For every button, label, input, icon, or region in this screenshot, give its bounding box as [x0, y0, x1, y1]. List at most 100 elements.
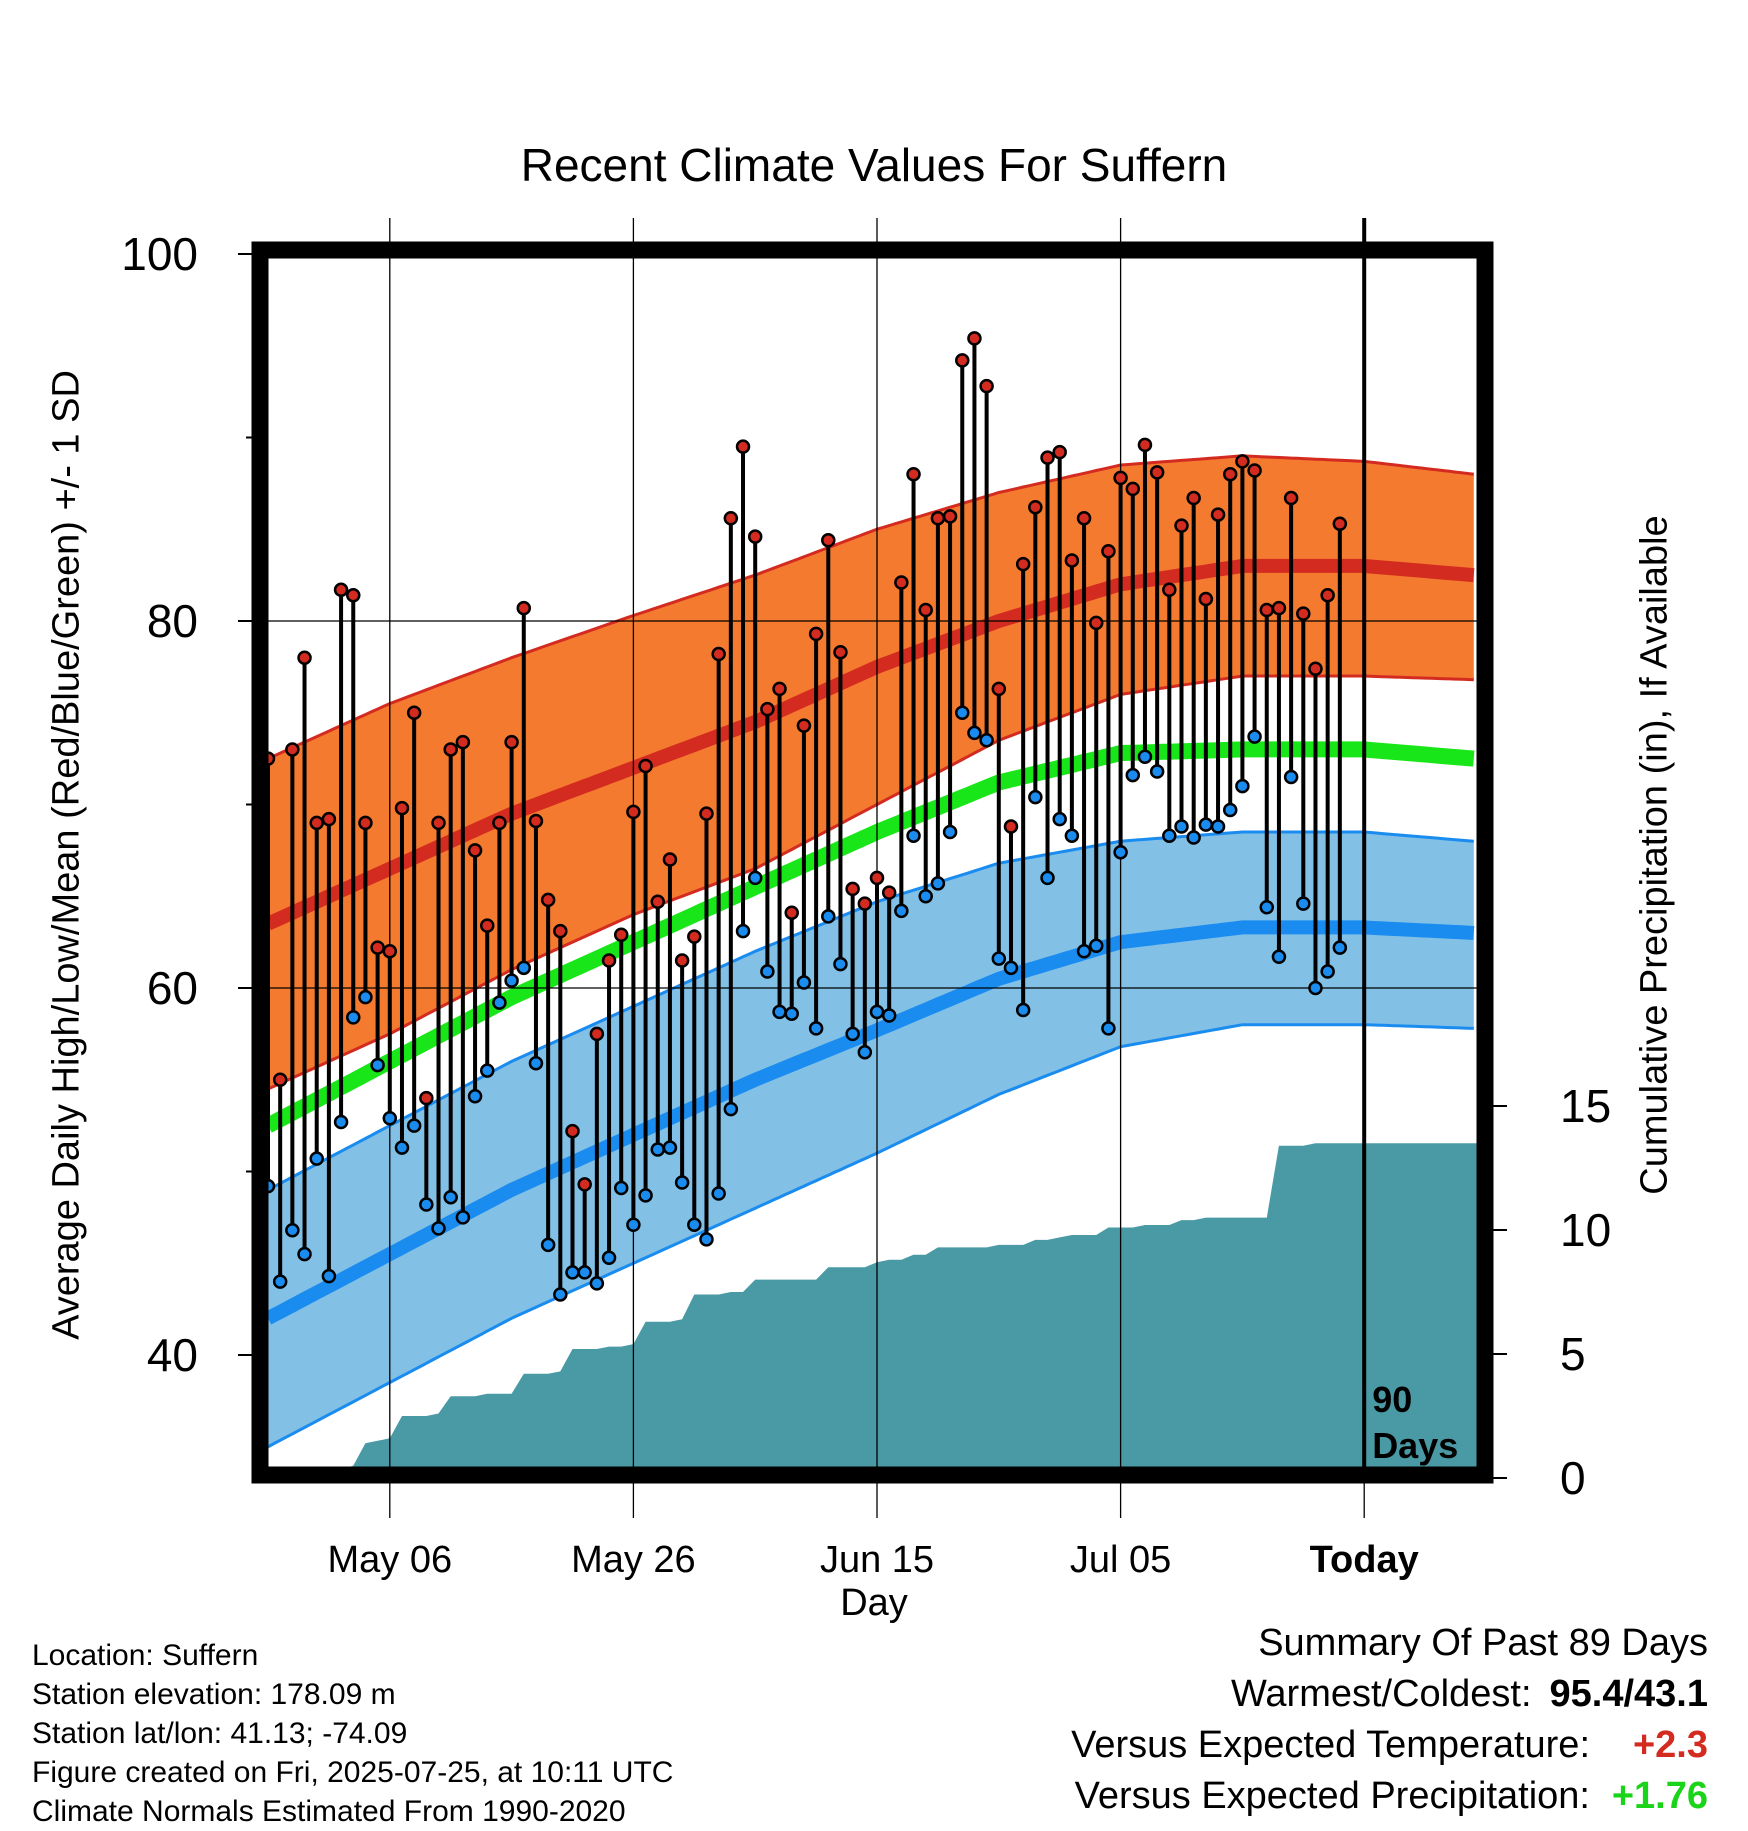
daily-low-point: [674, 1175, 690, 1190]
high-lower-edge: [267, 674, 1474, 1091]
daily-low-point: [1210, 819, 1226, 834]
daily-high-point: [1064, 553, 1080, 568]
daily-high-point: [1088, 615, 1104, 631]
daily-high-point: [955, 353, 970, 368]
y2-tick-label: 10: [1560, 1204, 1611, 1256]
daily-high-point: [857, 896, 873, 911]
daily-low-point: [382, 1111, 398, 1126]
station-info: Location: Suffern Station elevation: 178…: [32, 1636, 673, 1831]
daily-low-point: [918, 889, 933, 904]
daily-high-point: [869, 870, 885, 886]
daily-high-point: [479, 918, 495, 933]
daily-high-point: [528, 813, 544, 829]
daily-high-point: [285, 742, 300, 757]
high-normal-line: [265, 558, 1475, 931]
precip-value: +1.76: [1611, 1775, 1708, 1817]
daily-high-point: [723, 510, 739, 526]
daily-high-point: [735, 439, 751, 454]
daily-high-point: [1198, 591, 1214, 607]
temp-label: Versus Expected Temperature:: [1071, 1724, 1590, 1766]
daily-low-point: [272, 1274, 288, 1289]
info-elevation: Station elevation: 178.09 m: [32, 1678, 396, 1711]
precip-area: [268, 1143, 1478, 1478]
daily-low-point: [613, 1180, 629, 1196]
daily-low-point: [1088, 938, 1104, 954]
daily-low-point: [991, 951, 1007, 966]
daily-low-point: [845, 1026, 860, 1042]
daily-low-point: [455, 1210, 471, 1225]
daily-low-point: [772, 1004, 787, 1020]
daily-high-point: [991, 681, 1007, 697]
daily-low-point: [906, 828, 921, 843]
daily-high-point: [1296, 606, 1311, 621]
summary-warm-cold: Warmest/Coldest: 95.4/43.1: [1071, 1669, 1708, 1720]
daily-low-point: [1174, 819, 1189, 834]
daily-high-point: [370, 940, 385, 955]
daily-low-point: [979, 733, 994, 748]
daily-high-point: [626, 804, 641, 820]
daily-high-point: [297, 650, 312, 665]
plot-frame: 90 Days: [0, 180, 1748, 1518]
daily-high-point: [553, 923, 568, 939]
daily-low-point: [760, 964, 775, 979]
daily-high-point: [1308, 661, 1323, 676]
y2-tick-label: 0: [1560, 1452, 1586, 1504]
daily-high-point: [687, 929, 702, 944]
daily-high-point: [674, 953, 690, 968]
daily-high-point: [881, 885, 897, 900]
daily-high-point: [747, 529, 763, 544]
y-tick-label: 60: [147, 962, 198, 1014]
daily-high-point: [1332, 516, 1348, 531]
x-axis-label: Day: [840, 1582, 908, 1624]
daily-high-point: [979, 378, 994, 394]
daily-high-point: [930, 510, 946, 526]
daily-low-point: [699, 1232, 714, 1247]
daily-high-point: [1113, 470, 1128, 486]
high-sd-band: [268, 455, 1474, 1089]
daily-high-point: [796, 718, 812, 733]
daily-high-point: [467, 843, 483, 858]
chart-title: Recent Climate Values For Suffern: [520, 139, 1228, 191]
left-mask: [0, 180, 260, 1500]
x-tick-label: Jul 05: [1070, 1539, 1171, 1581]
daily-low-point: [881, 1008, 897, 1023]
daily-high-point: [1137, 437, 1153, 453]
daily-low-point: [662, 1140, 678, 1155]
daily-low-point: [431, 1221, 446, 1236]
info-normals: Climate Normals Estimated From 1990-2020: [32, 1795, 626, 1828]
daily-high-point: [1259, 602, 1275, 618]
daily-low-point: [297, 1246, 312, 1262]
daily-low-point: [492, 995, 507, 1010]
daily-low-point: [516, 960, 532, 976]
daily-high-point: [443, 742, 458, 757]
daily-high-point: [1149, 465, 1165, 480]
daily-low-point: [1149, 764, 1165, 779]
daily-low-point: [1015, 1002, 1031, 1018]
precip-label: Versus Expected Precipitation:: [1074, 1775, 1590, 1817]
daily-low-point: [285, 1222, 300, 1238]
daily-high-point: [808, 626, 824, 642]
daily-high-point: [662, 852, 678, 867]
y2-tick-label: 5: [1560, 1328, 1586, 1380]
daily-high-point: [1186, 490, 1201, 506]
daily-low-point: [723, 1101, 739, 1117]
high-upper-edge: [267, 454, 1474, 760]
daily-low-point: [833, 956, 848, 972]
daily-high-point: [1003, 819, 1019, 834]
summary-panel: Summary Of Past 89 Days Warmest/Coldest:…: [1071, 1618, 1708, 1822]
daily-high-point: [1125, 481, 1141, 497]
daily-high-point: [455, 734, 471, 750]
normal-bands: [264, 454, 1475, 1449]
daily-high-point: [406, 705, 422, 720]
x-tick-label: Jun 15: [820, 1539, 934, 1581]
daily-low-point: [467, 1089, 483, 1104]
daily-high-point: [492, 815, 507, 831]
daily-low-point: [589, 1276, 605, 1291]
cumulative-precip-area: [268, 1143, 1478, 1478]
daily-high-point: [784, 905, 799, 921]
daily-low-point: [711, 1186, 726, 1201]
info-location: Location: Suffern: [32, 1639, 259, 1672]
daily-high-point: [894, 575, 909, 590]
daily-low-point: [869, 1004, 885, 1020]
